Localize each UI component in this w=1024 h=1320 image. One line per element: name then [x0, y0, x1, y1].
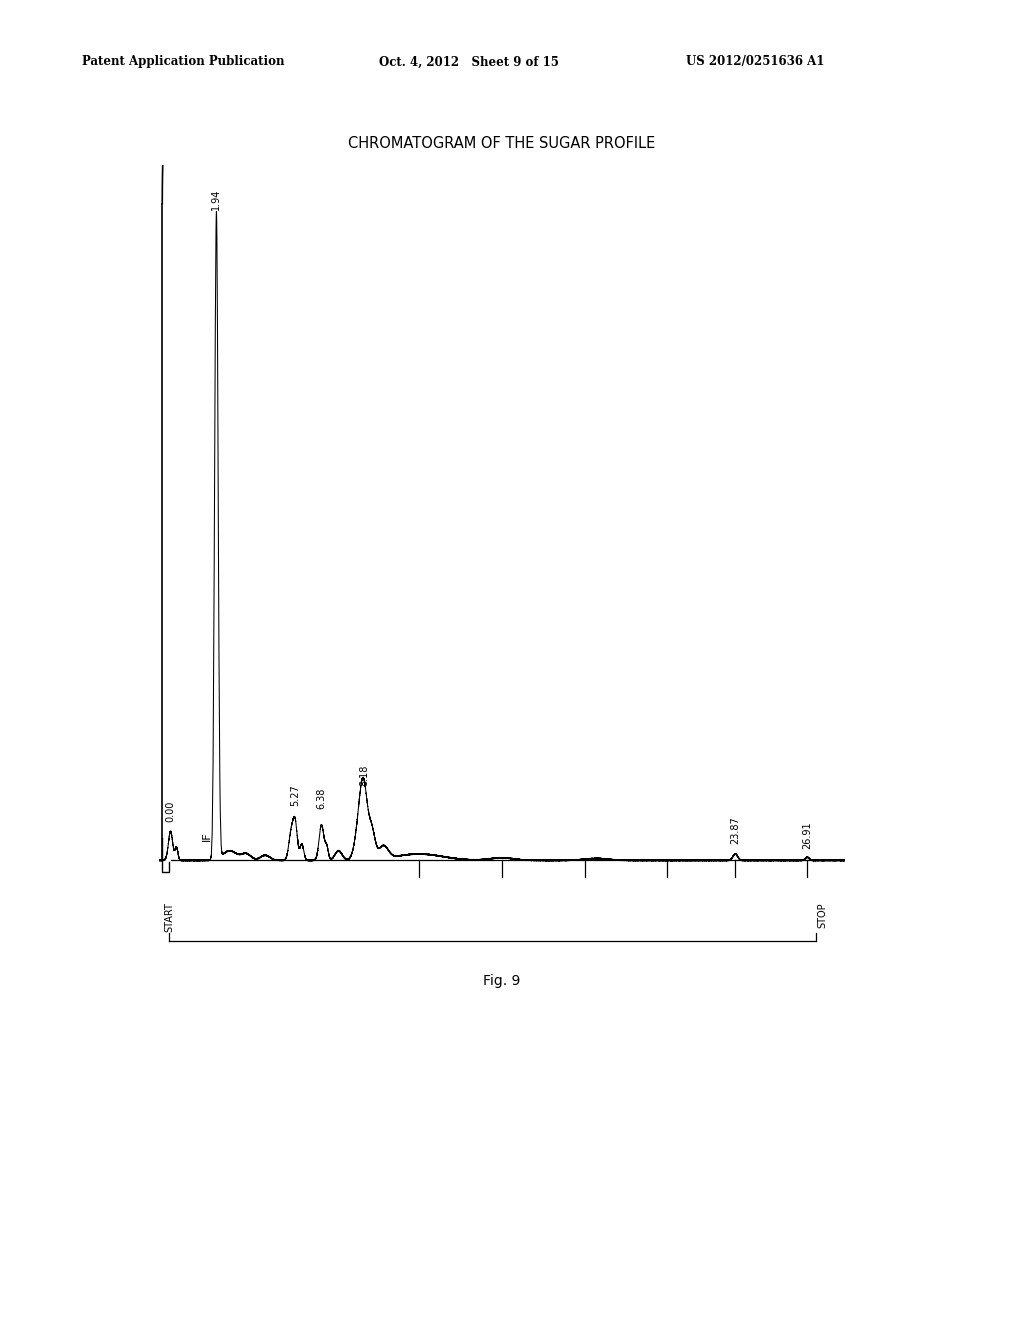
Text: 26.91: 26.91	[802, 821, 812, 849]
Text: Fig. 9: Fig. 9	[483, 974, 520, 989]
Text: 23.87: 23.87	[730, 817, 740, 845]
Text: 6.38: 6.38	[316, 788, 327, 809]
Text: Oct. 4, 2012   Sheet 9 of 15: Oct. 4, 2012 Sheet 9 of 15	[379, 55, 559, 69]
Text: START: START	[165, 903, 174, 932]
Text: 8.18: 8.18	[359, 766, 369, 787]
Text: US 2012/0251636 A1: US 2012/0251636 A1	[686, 55, 824, 69]
Text: Patent Application Publication: Patent Application Publication	[82, 55, 285, 69]
Text: 5.27: 5.27	[290, 784, 300, 805]
Text: IF: IF	[202, 832, 212, 841]
Text: 0.00: 0.00	[166, 800, 175, 822]
Title: CHROMATOGRAM OF THE SUGAR PROFILE: CHROMATOGRAM OF THE SUGAR PROFILE	[348, 136, 655, 152]
Text: 1.94: 1.94	[211, 189, 221, 210]
Text: STOP: STOP	[817, 903, 827, 928]
